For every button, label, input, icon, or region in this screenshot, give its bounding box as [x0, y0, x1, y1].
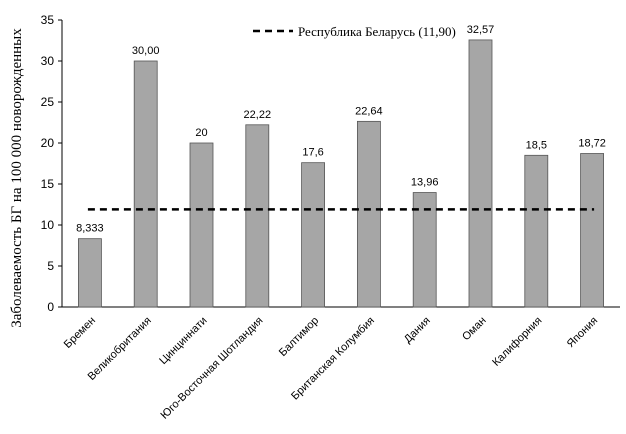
y-tick-label: 5 [47, 259, 54, 273]
y-tick-label: 30 [41, 54, 55, 68]
bar [301, 162, 326, 308]
data-label: 22,22 [244, 109, 272, 121]
category-label: Бремен [62, 315, 98, 351]
data-label: 13,96 [411, 177, 439, 189]
category-label: Калифорния [490, 315, 544, 369]
bar [580, 153, 604, 308]
data-label: 30,00 [132, 45, 160, 57]
bars [78, 39, 604, 308]
category-label: Оман [460, 315, 489, 344]
data-label: 17,6 [302, 147, 323, 159]
y-tick-label: 20 [41, 136, 55, 150]
data-label: 18,5 [526, 139, 547, 151]
legend-label: Республика Беларусь (11,90) [298, 24, 456, 39]
data-label: 8,333 [76, 223, 104, 235]
data-label: 20 [195, 127, 207, 139]
bar [189, 142, 214, 308]
bar [524, 154, 549, 308]
y-tick-label: 10 [41, 218, 55, 232]
y-tick-label: 15 [41, 177, 55, 191]
bar [412, 192, 437, 308]
y-tick-label: 35 [41, 13, 55, 27]
y-axis-title: Заболеваемость БГ на 100 000 новорожденн… [9, 28, 25, 328]
category-label: Дания [402, 315, 433, 346]
category-label: Балтимор [277, 315, 321, 359]
bar [356, 120, 381, 308]
data-labels: 8,333 30,00 20 22,22 17,6 22,64 13,96 32,57 18,5… [76, 24, 606, 235]
legend: Республика Беларусь (11,90) [253, 24, 456, 39]
category-label: Япония [565, 315, 601, 351]
category-label: Юго-Восточная Шотландия [158, 315, 265, 422]
y-tick-label: 25 [41, 95, 55, 109]
bar [245, 124, 270, 308]
data-label: 18,72 [578, 137, 606, 149]
bar [133, 60, 158, 308]
data-label: 22,64 [355, 105, 383, 117]
bar [78, 238, 102, 308]
data-label: 32,57 [467, 24, 495, 36]
category-label: Цинциннати [157, 315, 209, 367]
y-tick-label: 0 [47, 300, 54, 314]
bar [468, 39, 493, 308]
